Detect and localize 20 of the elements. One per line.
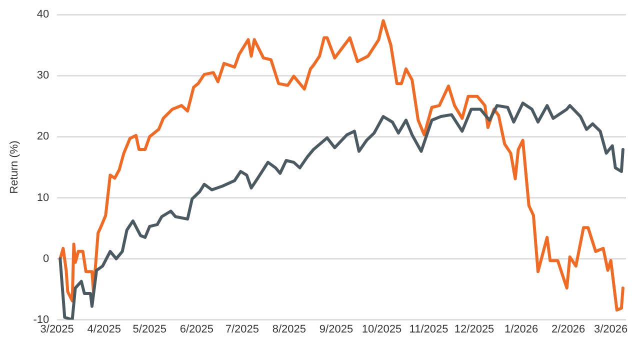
x-tick-label: 1/2026: [504, 323, 538, 336]
y-tick-label: 0: [42, 252, 50, 265]
x-tick-label: 9/2025: [319, 323, 354, 336]
y-tick-label: 40: [36, 8, 50, 21]
y-tick-label: 30: [36, 70, 50, 82]
y-tick-label: 10: [36, 192, 50, 204]
y-axis-title: Return (%): [8, 140, 21, 194]
y-tick-label: 20: [36, 130, 50, 143]
x-tick-label: 3/2025: [40, 323, 74, 336]
x-tick-label: 6/2025: [180, 323, 214, 336]
x-tick-label: 4/2025: [87, 323, 121, 336]
x-tick-label: 8/2025: [272, 323, 306, 336]
x-tick-label: 11/2025: [409, 323, 448, 336]
y-tick-label: -10: [33, 314, 50, 326]
x-tick-label: 12/2025: [454, 323, 494, 336]
x-tick-label: 10/2025: [362, 323, 402, 336]
x-tick-label: 7/2025: [225, 323, 260, 336]
x-tick-label: 5/2025: [132, 323, 166, 336]
x-tick-label: 2/2026: [552, 323, 586, 336]
x-tick-label: 3/2026: [594, 323, 628, 336]
